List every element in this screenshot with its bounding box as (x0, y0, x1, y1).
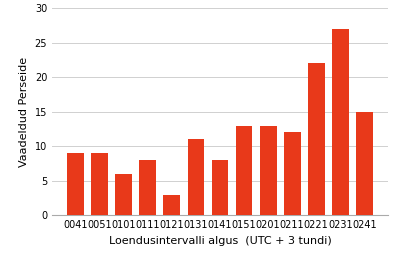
Bar (308, 63, 325, 215)
Bar (91, 153, 108, 215)
X-axis label: Loendusintervalli algus  (UTC + 3 tundi): Loendusintervalli algus (UTC + 3 tundi) (109, 236, 331, 246)
Y-axis label: Vaadeldud Perseide: Vaadeldud Perseide (19, 57, 29, 167)
Bar (115, 174, 132, 215)
Bar (212, 160, 228, 215)
Bar (140, 160, 156, 215)
Bar (236, 126, 252, 215)
Bar (332, 29, 349, 215)
Bar (284, 132, 300, 215)
Bar (164, 195, 180, 215)
Bar (67, 153, 84, 215)
Bar (356, 112, 373, 215)
Bar (188, 139, 204, 215)
Bar (260, 126, 276, 215)
